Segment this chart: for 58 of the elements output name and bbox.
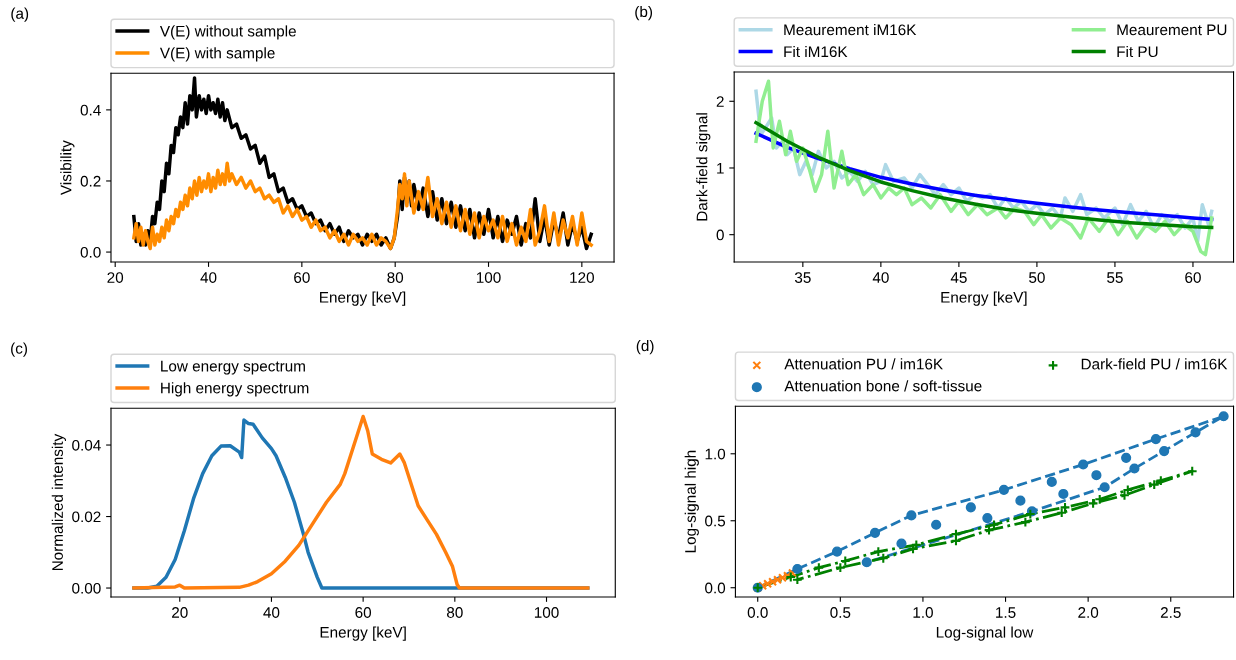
text: (b) bbox=[635, 5, 653, 21]
legend-label: Low energy spectrum bbox=[161, 360, 305, 375]
x-tick-label: 1.5 bbox=[996, 607, 1016, 618]
x-tick-label: 80 bbox=[446, 607, 463, 618]
y-tick-label: 2 bbox=[716, 96, 724, 107]
y-tick-label: 0.2 bbox=[80, 175, 101, 187]
x-tick-label: 40 bbox=[263, 607, 280, 618]
legend-label: V(E) without sample bbox=[159, 25, 296, 40]
x-tick-label: 60 bbox=[1185, 272, 1201, 283]
x-tick-label: 35 bbox=[794, 272, 811, 283]
x-tick-label: 120 bbox=[570, 272, 594, 283]
y-axis-title: Log-signal high bbox=[684, 450, 699, 553]
x-tick-label: 20 bbox=[107, 272, 124, 283]
x-tick-label: 0.5 bbox=[830, 607, 851, 618]
y-axis-title: Dark-field signal bbox=[696, 113, 711, 221]
x-tick-label: 1.0 bbox=[913, 607, 933, 618]
legend-label: Dark-field PU / im16K bbox=[1081, 358, 1228, 370]
x-axis-title: Energy [keV] bbox=[320, 626, 406, 641]
y-tick-label: 0.4 bbox=[80, 104, 101, 116]
x-axis-title: Energy [keV] bbox=[941, 291, 1027, 306]
x-tick-label: 40 bbox=[200, 272, 217, 283]
x-tick-label: 60 bbox=[355, 607, 372, 618]
legend-label: V(E) with sample bbox=[159, 47, 275, 62]
y-tick-label: 0.5 bbox=[705, 515, 726, 527]
y-tick-label: 1.0 bbox=[705, 448, 726, 460]
x-tick-label: 45 bbox=[950, 272, 967, 283]
x-tick-label: 80 bbox=[387, 272, 404, 283]
legend-label: Meaurement iM16K bbox=[784, 24, 917, 36]
x-tick-label: 50 bbox=[1029, 272, 1045, 283]
x-axis-title: Energy [keV] bbox=[320, 291, 406, 306]
y-tick-label: 0.02 bbox=[72, 511, 101, 523]
y-tick-label: 0.0 bbox=[705, 582, 726, 594]
y-axis-title: Normalized intensity bbox=[51, 433, 66, 571]
x-tick-label: 100 bbox=[476, 272, 501, 283]
x-tick-label: 100 bbox=[534, 607, 559, 618]
x-tick-label: 60 bbox=[294, 272, 310, 283]
x-tick-label: 55 bbox=[1107, 272, 1123, 283]
y-tick-label: 1 bbox=[717, 163, 724, 174]
x-tick-label: 2.0 bbox=[1078, 607, 1099, 618]
legend-label: High energy spectrum bbox=[161, 382, 309, 397]
x-tick-label: 0.0 bbox=[747, 607, 768, 618]
text: (d) bbox=[636, 339, 654, 355]
y-axis-title: Visibility bbox=[60, 140, 75, 196]
legend-label: Fit PU bbox=[1117, 45, 1158, 58]
y-tick-label: 0.0 bbox=[80, 246, 101, 258]
legend-label: Attenuation PU / im16K bbox=[784, 358, 943, 370]
text: (a) bbox=[11, 7, 29, 22]
legend-label: Attenuation bone / soft-tissue bbox=[784, 380, 982, 392]
y-tick-label: 0.00 bbox=[72, 582, 101, 594]
x-tick-label: 2.5 bbox=[1160, 607, 1181, 618]
x-tick-label: 40 bbox=[872, 272, 889, 283]
x-tick-label: 20 bbox=[172, 607, 188, 618]
y-tick-label: 0.04 bbox=[72, 439, 101, 451]
legend-label: Fit iM16K bbox=[784, 45, 848, 58]
x-axis-title: Log-signal low bbox=[936, 626, 1034, 641]
legend-label: Meaurement PU bbox=[1117, 24, 1227, 36]
y-tick-label: 0 bbox=[716, 229, 724, 241]
text: (c) bbox=[11, 342, 27, 357]
